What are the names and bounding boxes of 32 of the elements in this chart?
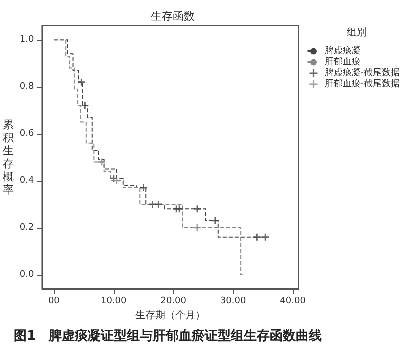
- x-tick-label: 00: [48, 296, 60, 306]
- legend-label: 肝郁血瘀: [324, 56, 361, 68]
- y-tick-label: 0.6: [20, 129, 34, 140]
- point: [254, 234, 261, 241]
- x-tick-label: 30.00: [220, 296, 246, 306]
- point: [155, 200, 162, 208]
- point: [78, 78, 86, 86]
- point: [194, 206, 201, 213]
- point: [176, 206, 184, 213]
- y-axis-title: 累积生存概率: [3, 118, 14, 196]
- point: [98, 158, 106, 166]
- point: [262, 234, 270, 241]
- x-tick-label: 40.00: [280, 296, 306, 306]
- x-axis-title: 生存期（个月）: [136, 309, 206, 322]
- y-tick-label: 0.4: [20, 176, 34, 186]
- chart-title: 生存函数: [151, 10, 195, 23]
- point: [140, 184, 148, 192]
- legend-label: 脾虚痰凝: [324, 46, 361, 56]
- point: [113, 177, 120, 184]
- point: [212, 217, 219, 224]
- y-tick-label: 1.0: [20, 35, 34, 46]
- legend-label: 肝郁血瘀-截尾数据: [324, 78, 400, 90]
- point: [194, 224, 201, 232]
- point: [82, 102, 89, 110]
- x-tick-label: 10.00: [100, 296, 128, 306]
- y-tick-label: 0.2: [20, 222, 34, 233]
- legend-title: 组别: [347, 26, 367, 38]
- legend-label: 脾虚痰凝-截尾数据: [324, 68, 400, 78]
- x-tick-label: 20.00: [160, 296, 187, 306]
- y-tick-label: 0.8: [20, 82, 34, 92]
- caption: 图1 脾虚痰凝证型组与肝郁血瘀证型组生存函数曲线: [14, 328, 322, 344]
- y-tick-label: 0.0: [20, 270, 34, 280]
